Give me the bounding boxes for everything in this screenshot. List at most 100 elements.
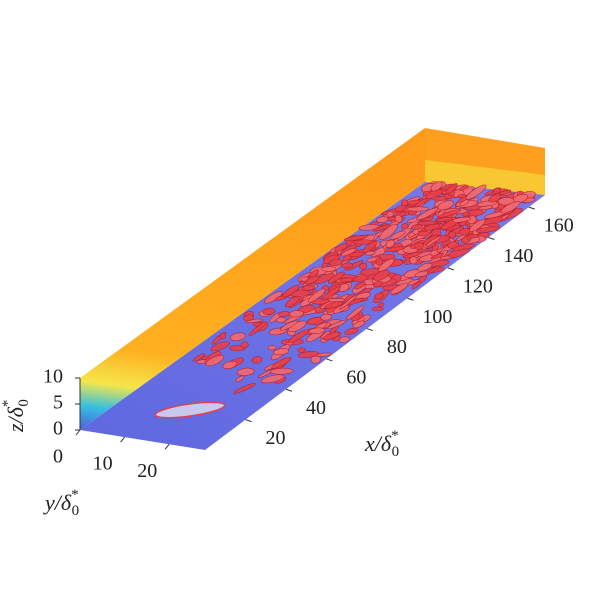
- vortex: [476, 226, 500, 233]
- vortex: [338, 336, 350, 343]
- vortex: [375, 257, 383, 266]
- x-tick: [528, 206, 535, 210]
- vortex: [406, 206, 429, 212]
- vortex: [424, 235, 442, 248]
- vortex: [373, 269, 390, 281]
- y-tick-label: 20: [137, 460, 157, 482]
- vortex: [417, 230, 431, 237]
- y-tick: [164, 443, 170, 450]
- vortex: [465, 184, 487, 200]
- vortex: [233, 383, 256, 394]
- vortex: [498, 189, 512, 195]
- vortex: [390, 230, 406, 240]
- x-tick: [245, 419, 252, 423]
- vortex: [430, 181, 443, 192]
- x-tick: [326, 358, 333, 362]
- end-wall-top-band: [425, 160, 545, 195]
- vortex: [385, 239, 395, 248]
- vortex: [210, 341, 230, 352]
- x-tick: [447, 267, 455, 271]
- vortex: [341, 248, 357, 257]
- vortex: [438, 209, 462, 218]
- x-tick-label: 120: [463, 275, 493, 297]
- vortex: [371, 306, 384, 312]
- vortex: [437, 200, 455, 211]
- vortex: [271, 356, 292, 369]
- vortex: [457, 194, 466, 199]
- vortex: [452, 216, 471, 223]
- vortex: [251, 356, 263, 364]
- vortex: [302, 285, 316, 291]
- x-tick: [366, 328, 374, 332]
- vortex: [297, 347, 306, 353]
- vortex: [426, 265, 441, 274]
- vortex: [436, 216, 453, 222]
- vortex: [267, 345, 277, 351]
- vortex: [372, 224, 391, 232]
- vortex: [219, 332, 227, 340]
- vortex: [287, 329, 309, 344]
- vortex: [222, 360, 238, 370]
- x-tick: [285, 388, 293, 392]
- label-base: x/δ: [364, 431, 392, 456]
- y-tick: [120, 436, 125, 443]
- vortex: [339, 277, 355, 283]
- vortex: [321, 286, 341, 301]
- vortex: [373, 280, 384, 288]
- x-tick-label: 100: [422, 306, 452, 328]
- vortex: [452, 243, 476, 251]
- vortex: [354, 281, 366, 290]
- vortex: [240, 341, 249, 348]
- vortex: [352, 320, 366, 329]
- vortex: [192, 353, 206, 362]
- vortex: [459, 199, 470, 207]
- label-sup: *: [0, 400, 16, 408]
- vortex-structures: [154, 181, 536, 419]
- z-tick-label: 5: [53, 392, 63, 414]
- vortex: [344, 327, 359, 335]
- vortex: [329, 258, 343, 267]
- x-tick-label: 140: [503, 245, 533, 267]
- vortex: [379, 223, 398, 240]
- vortex: [327, 319, 347, 330]
- vortex: [270, 367, 294, 375]
- vortex: [400, 199, 409, 207]
- vortex: [416, 207, 439, 221]
- side-wall: [80, 128, 425, 430]
- vortex: [478, 205, 494, 210]
- vortex: [378, 302, 385, 308]
- vortex: [236, 367, 255, 376]
- vortex: [338, 294, 358, 310]
- vortex: [324, 301, 344, 309]
- vortex: [229, 332, 246, 342]
- axis-label: y/δ* 0: [43, 487, 79, 519]
- vortex: [346, 305, 365, 321]
- label-sub: 0: [72, 503, 80, 519]
- vortex: [403, 251, 423, 259]
- y-tick: [75, 429, 81, 436]
- vortex: [260, 374, 285, 384]
- label-sub: 0: [16, 399, 32, 407]
- vortex: [445, 183, 458, 195]
- vortex: [320, 313, 333, 321]
- vortex: [284, 295, 301, 308]
- vortex: [414, 242, 424, 250]
- vortex: [279, 320, 298, 331]
- vortex: [378, 258, 395, 272]
- vortex: [384, 246, 406, 253]
- x-tick: [407, 297, 414, 301]
- vortex: [243, 314, 255, 322]
- y-tick-label: 10: [93, 453, 113, 475]
- vortex: [252, 322, 262, 327]
- vortex: [205, 355, 225, 367]
- label-sub: 0: [392, 444, 400, 460]
- vortex: [362, 240, 378, 254]
- vortex: [417, 262, 433, 272]
- label-sup: *: [71, 487, 79, 503]
- vortex: [282, 284, 300, 298]
- vortex: [412, 228, 420, 235]
- label-base: z/δ: [3, 406, 28, 433]
- vortex: [308, 327, 326, 334]
- vortex: [235, 375, 245, 383]
